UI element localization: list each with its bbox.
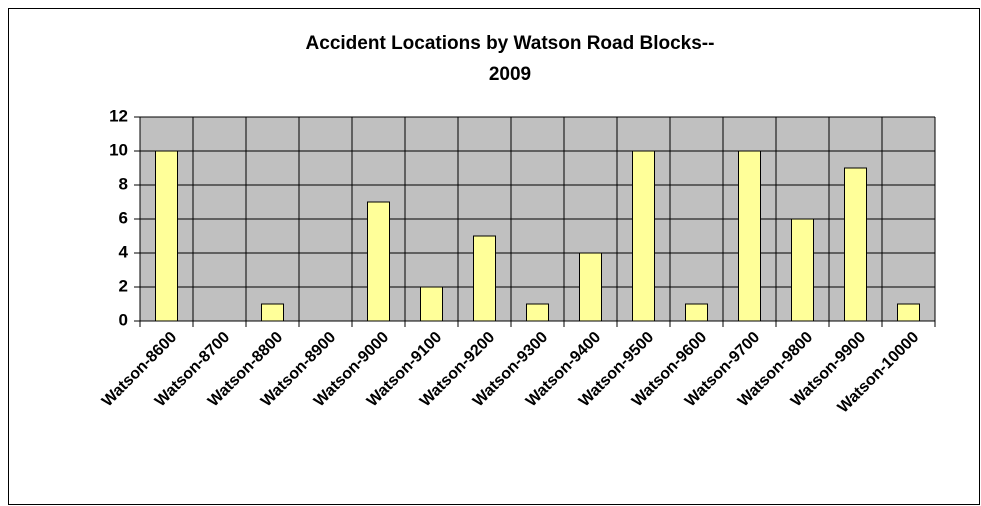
bar	[155, 150, 178, 322]
bar	[420, 286, 443, 322]
bar	[791, 218, 814, 322]
chart-title: Accident Locations by Watson Road Blocks…	[306, 33, 715, 54]
bar	[738, 150, 761, 322]
y-tick-label: 2	[119, 276, 128, 295]
y-tick-label: 6	[119, 208, 128, 227]
y-tick-label: 12	[109, 106, 128, 125]
bar	[632, 150, 655, 322]
bar	[367, 201, 390, 322]
y-tick-label: 4	[119, 242, 129, 261]
bar	[473, 235, 496, 322]
chart-title: 2009	[489, 64, 531, 85]
bar	[844, 167, 867, 322]
y-tick-label: 0	[119, 310, 128, 329]
bar	[897, 303, 920, 322]
bar	[685, 303, 708, 322]
bar	[261, 303, 284, 322]
bar	[526, 303, 549, 322]
bar	[579, 252, 602, 322]
y-tick-label: 8	[119, 174, 128, 193]
y-tick-label: 10	[109, 140, 128, 159]
